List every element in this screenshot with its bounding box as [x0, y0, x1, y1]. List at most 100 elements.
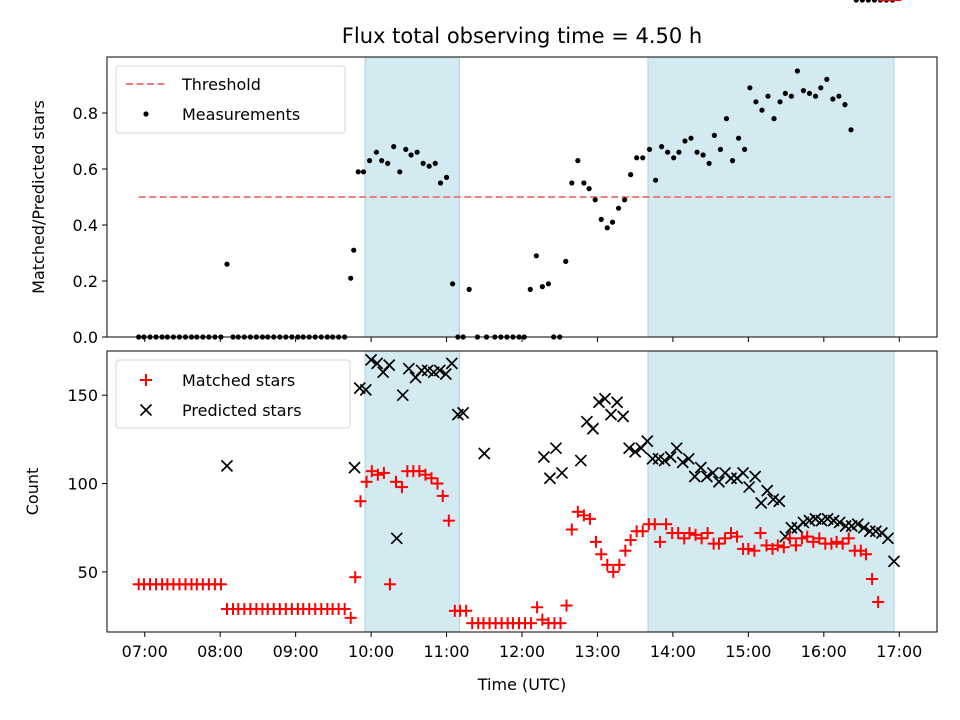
top-y-tick-label: 0.8 [73, 104, 98, 123]
measurement-point [466, 286, 472, 292]
matched-point [654, 535, 667, 548]
matched-point [460, 604, 473, 617]
x-tick-label: 17:00 [876, 642, 922, 661]
top-y-tick-label: 0.4 [73, 216, 98, 235]
matched-point [396, 481, 409, 494]
predicted-point [598, 392, 612, 405]
matched-point [436, 489, 449, 502]
matched-point [431, 477, 444, 490]
measurement-point [426, 163, 432, 169]
matched-point [660, 518, 673, 531]
matched-point [425, 472, 438, 485]
measurement-point [700, 152, 706, 158]
matched-point [525, 617, 538, 630]
x-tick-label: 14:00 [650, 642, 696, 661]
matched-point [801, 530, 814, 543]
measurement-point [836, 93, 842, 99]
legend-measurements-handle [143, 111, 149, 117]
matched-point [742, 542, 755, 555]
predicted-point [658, 454, 671, 467]
top-x-ticks [144, 337, 900, 342]
matched-point [771, 539, 784, 552]
matched-point [344, 611, 357, 624]
measurement-point [717, 146, 724, 152]
predicted-point [445, 357, 458, 370]
measurement-point [652, 177, 659, 183]
top-y-tick-label: 0.2 [73, 272, 98, 291]
predicted-point [629, 445, 642, 458]
measurement-point [366, 158, 373, 164]
predicted-point [402, 362, 415, 375]
predicted-point [688, 470, 701, 483]
predicted-point [851, 518, 864, 531]
top-y-ticks: 0.0 0.2 0.4 0.6 0.8 [73, 104, 107, 347]
measurement-point [443, 174, 450, 180]
measurement-point [688, 135, 694, 141]
x-tick-label: 13:00 [574, 642, 620, 661]
measurement-point [859, 0, 865, 3]
matched-point [536, 613, 549, 626]
matched-stars-series [132, 0, 902, 630]
predicted-point [364, 353, 378, 366]
matched-point [648, 518, 661, 531]
measurement-point [598, 216, 604, 222]
x-axis-label: Time (UTC) [477, 675, 566, 694]
measurement-point [765, 93, 771, 99]
measurement-point [759, 107, 765, 113]
measurement-point [586, 186, 592, 192]
measurement-point [818, 85, 824, 91]
bot-y-tick-label: 150 [67, 386, 98, 405]
measurement-point [397, 169, 403, 175]
matched-point [589, 535, 602, 548]
matched-point [836, 537, 849, 550]
top-panel: 0.00.20.40.60.8 Matched/Predicted stars … [29, 0, 938, 347]
x-tick-label: 07:00 [122, 642, 168, 661]
measurement-point [609, 219, 616, 225]
predicted-point [617, 410, 630, 423]
predicted-point [646, 452, 659, 465]
predicted-point [390, 532, 403, 545]
matched-point [866, 572, 879, 585]
measurement-point [671, 155, 677, 161]
x-tick-label: 16:00 [801, 642, 847, 661]
measurement-point [569, 180, 575, 186]
measurement-point [628, 172, 634, 178]
matched-point [413, 465, 426, 478]
matched-point [712, 537, 725, 550]
matched-point [718, 532, 731, 545]
measurement-point [676, 149, 682, 155]
matched-point [872, 595, 885, 608]
measurement-point [527, 286, 533, 292]
predicted-point [371, 357, 384, 370]
measurement-point [694, 149, 700, 155]
predicted-point [839, 519, 852, 533]
top-y-tick-label: 0.6 [73, 160, 98, 179]
measurement-point [794, 68, 801, 74]
top-legend-box [115, 65, 346, 134]
measurement-point [545, 281, 552, 287]
matched-point [795, 532, 808, 545]
measurement-point [634, 155, 640, 161]
predicted-point [749, 470, 762, 483]
predicted-stars-series [220, 353, 901, 568]
matched-point [613, 558, 626, 571]
matched-point [754, 527, 767, 540]
bottom-y-ticks: 50 100 150 [67, 386, 107, 582]
matched-point [531, 601, 544, 614]
matched-point [683, 527, 696, 540]
measurement-point [408, 152, 414, 158]
matched-point [338, 603, 351, 616]
measurement-point [449, 281, 456, 287]
measurement-point [853, 0, 859, 3]
matched-point [607, 565, 620, 578]
predicted-point [574, 454, 587, 467]
predicted-point [785, 521, 798, 534]
legend-predicted-label: Predicted stars [182, 401, 302, 420]
matched-point [619, 544, 632, 557]
matched-point [748, 544, 761, 557]
measurement-point [865, 0, 871, 3]
measurement-point [729, 158, 736, 164]
predicted-point [641, 435, 654, 448]
bottom-x-ticks: 07:00 08:00 09:00 10:00 11:00 12:00 13:00 14:00… [122, 632, 922, 661]
measurement-point [224, 261, 230, 267]
